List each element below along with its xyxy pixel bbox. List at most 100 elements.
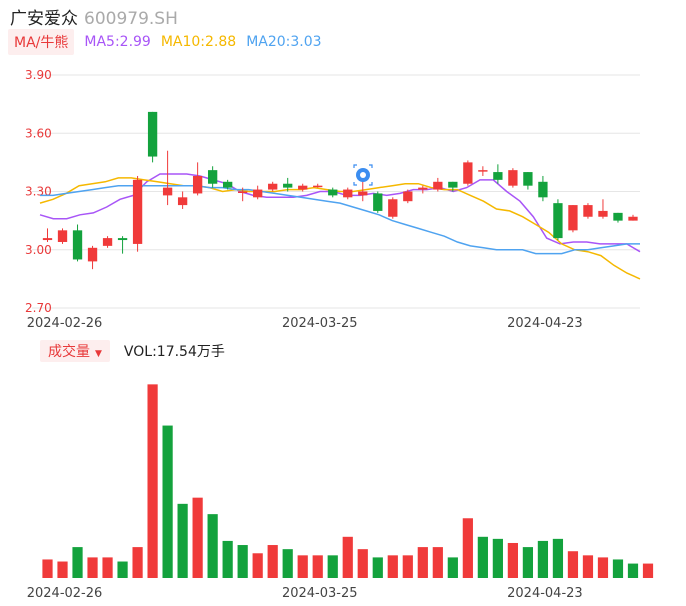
candle xyxy=(192,162,203,196)
candle-body xyxy=(508,170,518,186)
candle-body xyxy=(328,189,338,196)
y-tick-label: 3.00 xyxy=(25,243,52,257)
moving-average-lines xyxy=(39,173,641,280)
volume-bar xyxy=(417,547,428,578)
stock-header: 广安爱众 600979.SH xyxy=(10,4,178,29)
volume-bar xyxy=(117,561,128,578)
volume-bar xyxy=(102,557,113,578)
ma20-label: MA20:3.03 xyxy=(246,34,322,50)
candle-body xyxy=(268,183,278,190)
candle xyxy=(538,175,548,202)
stock-code: 600979.SH xyxy=(84,9,178,29)
x-tick-label: 2024-04-23 xyxy=(507,586,583,601)
candle-body xyxy=(553,203,563,239)
candle-body xyxy=(57,230,68,242)
y-tick-label: 3.60 xyxy=(25,126,52,140)
ma5-label: MA5:2.99 xyxy=(84,34,151,50)
candle xyxy=(223,179,233,190)
volume-bar xyxy=(552,538,564,578)
x-tick-label: 2024-03-25 xyxy=(282,316,358,331)
candle-body xyxy=(373,193,383,211)
candle xyxy=(523,172,533,190)
volume-bar xyxy=(612,559,624,578)
candle xyxy=(358,179,368,202)
candle xyxy=(238,187,248,202)
volume-bar xyxy=(432,547,443,578)
volume-bar xyxy=(522,547,534,578)
candle xyxy=(343,187,353,200)
x-tick-label: 2024-03-25 xyxy=(282,586,358,601)
candle-body xyxy=(538,181,548,198)
volume-bar xyxy=(462,518,473,578)
candle xyxy=(478,166,488,176)
candle xyxy=(448,181,458,192)
candle xyxy=(207,166,218,188)
candle-body xyxy=(403,191,413,202)
volume-bar xyxy=(297,555,308,578)
candle-body xyxy=(343,189,353,198)
volume-bar xyxy=(162,425,173,578)
candle xyxy=(418,185,428,194)
ma10-line xyxy=(39,177,641,280)
candle xyxy=(373,191,383,213)
candle-body xyxy=(147,111,158,157)
volume-bar xyxy=(132,547,143,578)
volume-date-labels: 2024-02-26 2024-03-25 2024-04-23 xyxy=(27,586,583,601)
candle xyxy=(72,224,83,262)
candle xyxy=(87,245,98,270)
candle xyxy=(628,214,638,221)
candle-body xyxy=(132,179,143,244)
volume-bar xyxy=(627,563,639,578)
candle xyxy=(147,111,158,163)
stock-name: 广安爱众 xyxy=(10,9,78,29)
volume-indicator-selector[interactable]: 成交量 ▼ xyxy=(40,340,110,362)
candle-body xyxy=(628,216,638,221)
candle-body xyxy=(177,197,188,206)
ma-indicator-selector[interactable]: MA/牛熊 xyxy=(8,29,75,55)
candle-body xyxy=(523,172,533,186)
volume-value-label: VOL:17.54万手 xyxy=(123,344,225,360)
volume-bar xyxy=(192,497,203,578)
candle xyxy=(568,205,578,233)
volume-bar xyxy=(402,555,413,578)
y-tick-label: 2.70 xyxy=(25,301,52,315)
candle xyxy=(313,183,323,188)
candle-body xyxy=(613,212,623,221)
candle xyxy=(328,187,338,198)
candle-body xyxy=(478,170,488,172)
candle-body xyxy=(298,185,308,190)
candle-body xyxy=(568,205,578,231)
candle xyxy=(508,168,518,188)
candle xyxy=(177,191,188,209)
candle-body xyxy=(117,238,128,241)
candle xyxy=(253,185,263,200)
ma-legend: MA/牛熊 MA5:2.99 MA10:2.88 MA20:3.03 xyxy=(8,29,322,55)
candle xyxy=(553,199,563,241)
candle xyxy=(117,236,128,254)
volume-bar xyxy=(492,538,503,578)
volume-bar xyxy=(252,553,263,578)
candle xyxy=(57,228,68,244)
volume-bar xyxy=(567,551,579,578)
volume-legend: 成交量 ▼ VOL:17.54万手 xyxy=(40,340,225,362)
candle-body xyxy=(448,181,458,188)
volume-bar xyxy=(87,557,98,578)
volume-bar xyxy=(387,555,398,578)
caret-down-icon: ▼ xyxy=(95,349,102,359)
x-tick-label: 2024-02-26 xyxy=(27,586,103,601)
candle xyxy=(583,203,593,219)
candle xyxy=(298,183,308,192)
candle-body xyxy=(72,230,83,260)
candle-body xyxy=(418,187,428,190)
candle xyxy=(42,228,53,242)
candle-body xyxy=(207,170,218,184)
candle-body xyxy=(598,210,608,217)
candle xyxy=(433,177,443,192)
volume-bar xyxy=(357,549,368,578)
volume-bar xyxy=(147,384,158,578)
candle-body xyxy=(87,247,98,262)
candle xyxy=(388,197,398,219)
volume-bar xyxy=(342,536,353,578)
candle-body xyxy=(283,183,293,188)
